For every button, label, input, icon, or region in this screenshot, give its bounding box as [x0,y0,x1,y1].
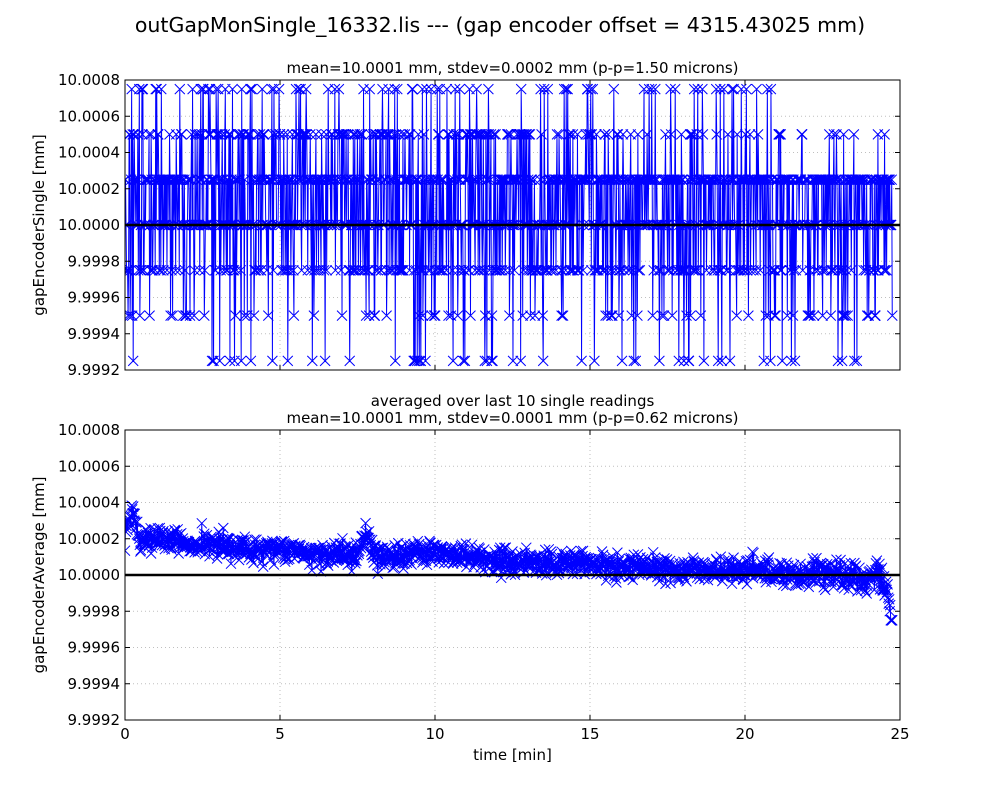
chart-1-ytick-label-2: 9.9996 [68,639,121,657]
chart-0-ytick-label-5: 10.0002 [58,180,120,198]
chart-1-xtick-label-0: 0 [120,725,130,743]
chart-1-xlabel: time [min] [473,746,552,764]
bottom-panel: averaged over last 10 single readingsmea… [30,392,910,764]
chart-1-xtick-label-5: 25 [890,725,909,743]
chart-1-ytick-label-6: 10.0004 [58,494,120,512]
chart-1-xtick-label-2: 10 [425,725,444,743]
chart-0-ytick-label-7: 10.0006 [58,107,120,125]
chart-1-ytick-label-5: 10.0002 [58,530,120,548]
chart-0-title: mean=10.0001 mm, stdev=0.0002 mm (p-p=1.… [286,59,738,77]
chart-0-ytick-label-6: 10.0004 [58,144,120,162]
chart-1-ytick-label-4: 10.0000 [58,566,120,584]
chart-0-ytick-label-4: 10.0000 [58,216,120,234]
chart-1-ytick-label-1: 9.9994 [68,675,121,693]
chart-1-ytick-label-8: 10.0008 [58,421,120,439]
chart-1-subtitle: mean=10.0001 mm, stdev=0.0001 mm (p-p=0.… [286,409,738,427]
chart-0-ylabel: gapEncoderSingle [mm] [30,134,48,315]
chart-1-ytick-label-3: 9.9998 [68,602,121,620]
chart-0-ytick-label-0: 9.9992 [68,361,121,379]
chart-1-ytick-label-7: 10.0006 [58,457,120,475]
chart-0-ytick-label-3: 9.9998 [68,252,121,270]
chart-1-xtick-label-3: 15 [580,725,599,743]
chart-1-ytick-label-0: 9.9992 [68,711,121,729]
chart-0-ytick-label-2: 9.9996 [68,289,121,307]
chart-1-xtick-label-4: 20 [735,725,754,743]
chart-1-title: averaged over last 10 single readings [371,392,655,410]
chart-1-ylabel: gapEncoderAverage [mm] [30,477,48,674]
chart-1-plot-area [125,500,900,626]
figure-suptitle: outGapMonSingle_16332.lis --- (gap encod… [135,13,865,38]
chart-0-ytick-label-8: 10.0008 [58,71,120,89]
chart-1-xtick-label-1: 5 [275,725,285,743]
top-panel: mean=10.0001 mm, stdev=0.0002 mm (p-p=1.… [30,59,901,379]
chart-0-plot-area [125,83,900,367]
chart-0-ytick-label-1: 9.9994 [68,325,121,343]
